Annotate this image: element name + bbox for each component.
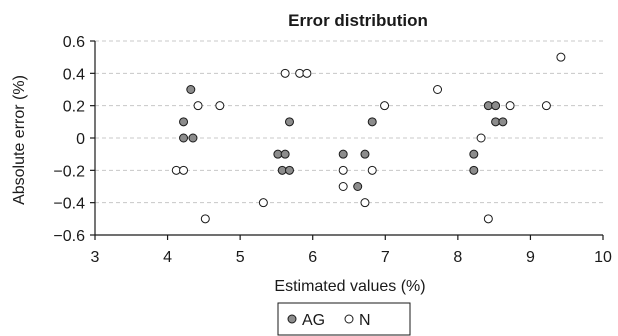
point-n-9: [338, 165, 348, 175]
chart-title: Error distribution: [288, 11, 428, 30]
x-tick-label: 5: [236, 249, 245, 266]
legend-box: [277, 302, 411, 336]
point-n-16: [505, 101, 515, 111]
y-tick-label: −0.2: [53, 163, 85, 180]
x-tick-label: 7: [381, 249, 390, 266]
point-n-18: [541, 101, 551, 111]
legend-label-ag: AG: [302, 312, 325, 329]
x-tick-label: 9: [526, 249, 535, 266]
data-points: [171, 52, 566, 224]
y-axis-label: Absolute error (%): [11, 75, 28, 205]
point-n-0: [193, 101, 203, 111]
point-ag-3: [188, 133, 198, 143]
y-tick-label: 0: [76, 131, 85, 148]
point-ag-4: [284, 117, 294, 127]
x-tick-label: 6: [308, 249, 317, 266]
point-ag-12: [367, 117, 377, 127]
grid-lines: [95, 40, 603, 204]
point-n-8: [258, 198, 268, 208]
tick-labels: 0.6 0.4 0.2 0 −0.2 −0.4 −0.6 3 4 5 6 7 8 9 10: [53, 34, 612, 266]
point-n-19: [556, 52, 566, 62]
point-n-4: [200, 214, 210, 224]
point-ag-17: [469, 149, 479, 159]
legend: AG N: [277, 302, 411, 336]
y-tick-label: −0.4: [53, 196, 85, 213]
point-ag-1: [179, 117, 189, 127]
point-ag-2: [179, 133, 189, 143]
x-tick-label: 8: [453, 249, 462, 266]
point-n-11: [367, 165, 377, 175]
point-n-3: [179, 165, 189, 175]
point-ag-16: [498, 117, 508, 127]
point-n-12: [360, 198, 370, 208]
legend-label-n: N: [359, 312, 371, 329]
point-n-1: [215, 101, 225, 111]
point-ag-0: [186, 85, 196, 94]
point-ag-14: [491, 101, 501, 111]
x-tick-label: 4: [163, 249, 172, 266]
axes: [90, 40, 604, 240]
y-tick-label: 0.4: [63, 66, 85, 83]
legend-marker-ag: [287, 314, 297, 324]
point-n-15: [476, 133, 486, 143]
point-ag-6: [280, 149, 290, 159]
point-ag-8: [284, 165, 294, 175]
point-ag-9: [338, 149, 348, 159]
x-axis-label: Estimated values (%): [274, 278, 425, 295]
y-tick-label: 0.6: [63, 34, 85, 51]
x-tick-label: 3: [91, 249, 100, 266]
y-tick-label: 0.2: [63, 99, 85, 116]
point-ag-18: [469, 165, 479, 175]
y-tick-label: −0.6: [53, 228, 85, 245]
legend-marker-n: [344, 314, 354, 324]
point-n-10: [338, 182, 348, 191]
point-n-7: [302, 68, 312, 78]
point-n-14: [433, 85, 443, 94]
point-ag-11: [353, 182, 363, 191]
point-n-5: [280, 68, 290, 78]
point-ag-10: [360, 149, 370, 159]
x-tick-label: 10: [594, 249, 612, 266]
point-n-17: [483, 214, 493, 224]
point-n-13: [380, 101, 390, 111]
